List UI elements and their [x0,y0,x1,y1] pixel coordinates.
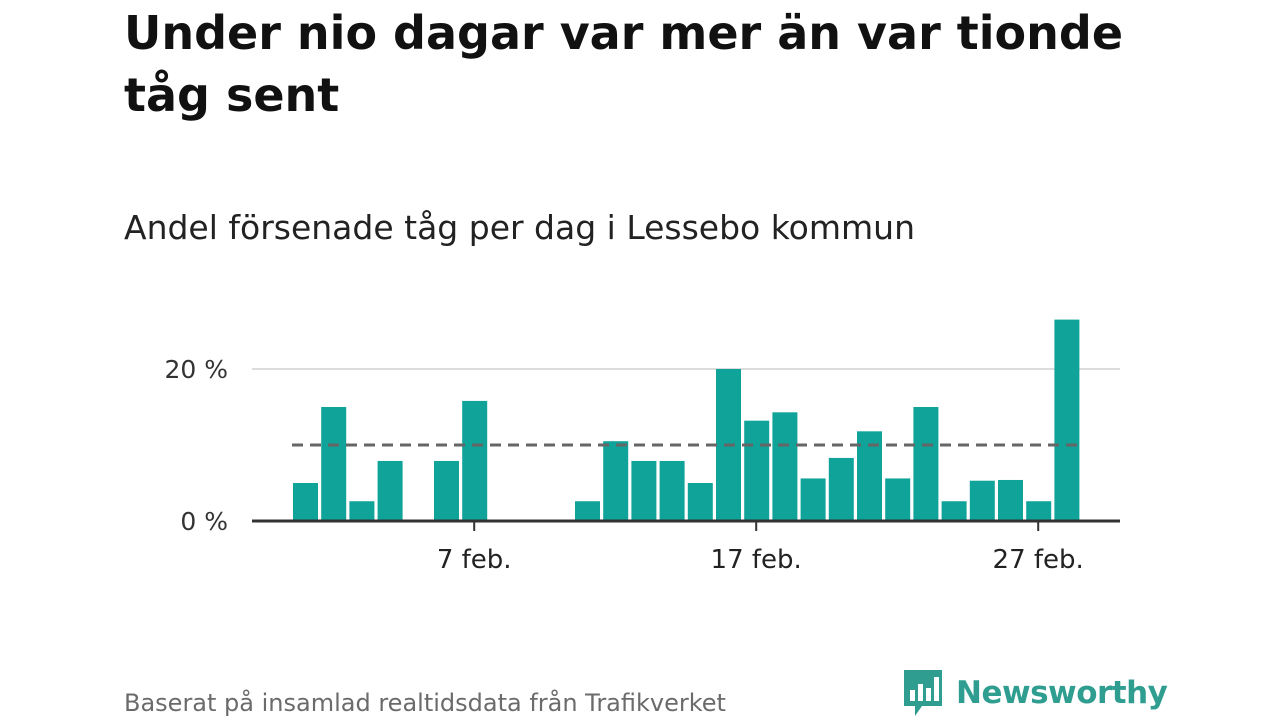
chart-title: Under nio dagar var mer än var tionde tå… [124,6,1124,122]
bar [659,460,685,521]
bar [744,420,770,521]
bar [462,400,488,521]
bar [772,412,798,521]
bar [800,478,826,521]
bar [434,460,459,521]
bar [885,478,911,521]
bar [631,460,657,521]
chart-subtitle: Andel försenade tåg per dag i Lessebo ko… [124,208,915,247]
bar [377,460,403,521]
bar [969,480,995,521]
bar [998,479,1023,521]
tick-labels: 0 % 20 % 7 feb. 17 feb. 27 feb. [164,355,1083,575]
bar [1026,501,1052,521]
y-tick-label: 0 % [180,507,228,536]
bar-chart: 0 % 20 % 7 feb. 17 feb. 27 feb. [164,319,1120,575]
x-tick-label: 17 feb. [711,545,802,575]
bar [293,483,318,521]
bar [913,407,939,521]
bar [603,441,629,521]
bar [687,483,713,521]
bar [1054,319,1080,521]
bars [293,319,1080,521]
bar [349,501,375,521]
bar [941,501,967,521]
bar [828,457,854,521]
x-tick-label: 7 feb. [437,545,512,575]
y-tick-label: 20 % [164,355,228,384]
source-note: Baserat på insamlad realtidsdata från Tr… [124,689,726,717]
brand-logo: Newsworthy [902,668,1168,718]
bar [321,407,347,521]
newsworthy-logo-icon [904,670,942,716]
axes [252,519,1120,531]
brand-name: Newsworthy [956,675,1168,711]
x-tick-label: 27 feb. [993,545,1084,575]
bar [575,501,600,521]
